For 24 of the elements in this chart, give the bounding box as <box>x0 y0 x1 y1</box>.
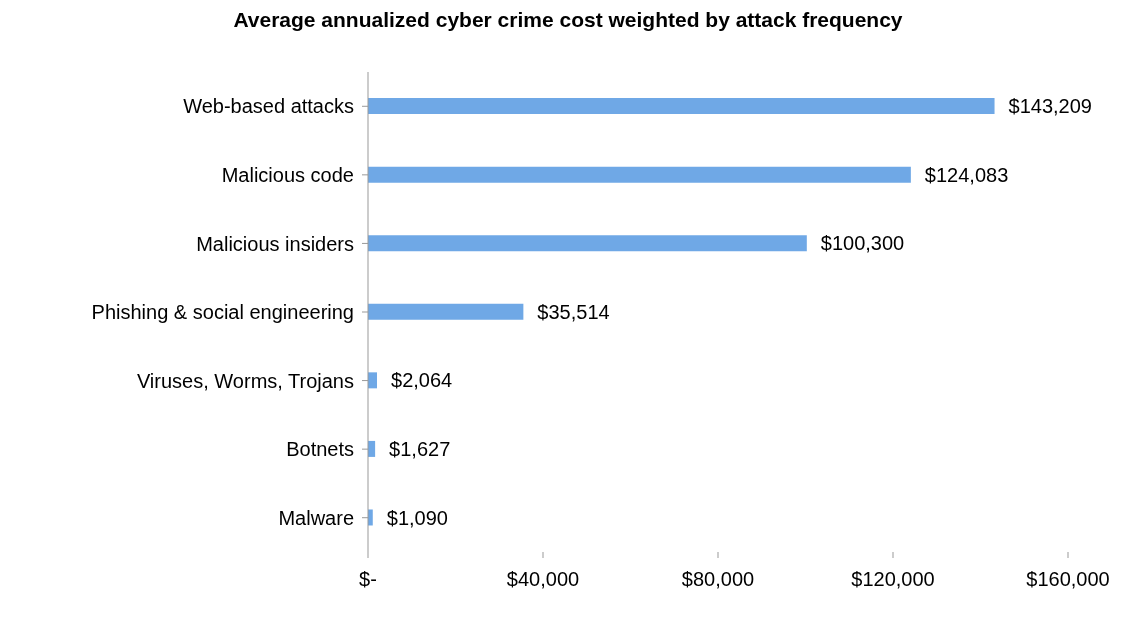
x-tick-label: $120,000 <box>851 568 935 591</box>
data-label: $1,090 <box>386 506 448 529</box>
data-label: $100,300 <box>820 232 905 255</box>
y-tick-label: Malware <box>278 506 354 529</box>
chart-title: Average annualized cyber crime cost weighted by attack frequency <box>232 8 904 32</box>
data-label: $35,514 <box>537 300 610 323</box>
x-tick-label: $160,000 <box>1026 568 1110 591</box>
data-label: $124,083 <box>924 163 1009 186</box>
bar <box>368 235 807 252</box>
y-tick-label: Web-based attacks <box>183 95 354 118</box>
data-label: $1,627 <box>389 438 451 461</box>
bar <box>368 166 911 183</box>
y-tick-label: Phishing & social engineering <box>91 301 354 324</box>
x-tick-label: $40,000 <box>506 568 580 591</box>
y-tick-label: Malicious insiders <box>196 232 354 255</box>
data-label: $2,064 <box>391 369 453 392</box>
x-tick-label: $80,000 <box>681 568 755 591</box>
y-tick-label: Viruses, Worms, Trojans <box>136 369 354 392</box>
y-tick-label: Botnets <box>286 438 354 461</box>
bar <box>368 303 524 320</box>
bar <box>368 98 995 115</box>
data-label: $143,209 <box>1008 95 1092 118</box>
y-tick-label: Malicious code <box>221 163 354 186</box>
x-tick-label: $- <box>359 568 377 591</box>
